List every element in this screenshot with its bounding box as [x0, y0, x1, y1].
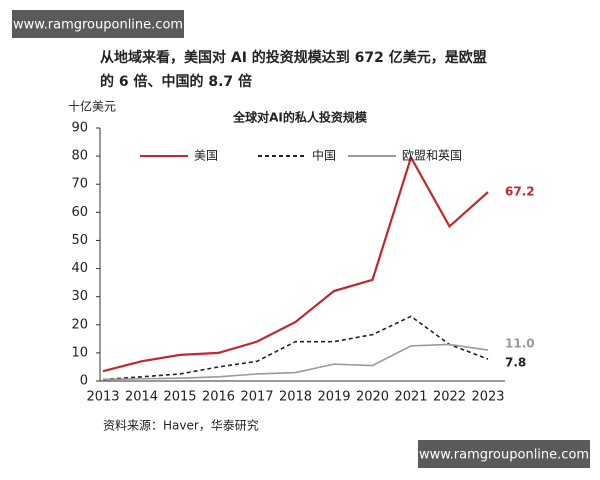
x-tick-label: 2022 [433, 390, 466, 405]
y-tick-label: 70 [71, 177, 88, 192]
y-tick-label: 50 [71, 233, 88, 248]
y-tick-label: 90 [71, 121, 88, 136]
watermark-box [12, 10, 184, 38]
value-label: 67.2 [505, 185, 535, 199]
legend-label: 美国 [194, 149, 218, 163]
x-tick-label: 2016 [202, 390, 235, 405]
value-label: 11.0 [505, 337, 535, 351]
heading: 从地域来看，美国对 AI 的投资规模达到 672 亿美元，是欧盟 [100, 49, 487, 66]
value-label: 7.8 [505, 356, 526, 370]
series-line [102, 154, 489, 373]
x-tick-label: 2014 [125, 390, 158, 405]
heading: 的 6 倍、中国的 8.7 倍 [100, 73, 252, 90]
y-tick-label: 30 [71, 289, 88, 304]
y-tick-label: 0 [80, 374, 88, 389]
x-tick-label: 2019 [317, 390, 350, 405]
x-tick-label: 2021 [394, 390, 427, 405]
legend-label: 中国 [312, 148, 336, 163]
watermark: www.ramgrouponline.com [13, 18, 183, 33]
x-tick-label: 2015 [163, 390, 196, 405]
y-tick-label: 60 [71, 205, 88, 220]
series-line [102, 315, 489, 381]
x-tick-label: 2013 [86, 390, 119, 405]
chart-title: 全球对AI的私人投资规模 [232, 110, 368, 125]
y-tick-label: 10 [71, 345, 88, 360]
source: 资料来源：Haver，华泰研究 [103, 418, 259, 433]
series-line [102, 343, 489, 381]
x-tick-label: 2023 [471, 390, 504, 405]
y-tick-label: 80 [71, 149, 88, 164]
legend-label: 欧盟和英国 [402, 149, 462, 163]
watermark: www.ramgrouponline.com [419, 448, 589, 463]
x-tick-label: 2017 [240, 390, 273, 405]
x-tick-label: 2018 [279, 390, 312, 405]
x-tick-label: 2020 [356, 390, 389, 405]
y-axis-label: 十亿美元 [68, 99, 116, 114]
y-tick-label: 40 [71, 261, 88, 276]
y-tick-label: 20 [71, 317, 88, 332]
watermark-box [418, 440, 590, 468]
